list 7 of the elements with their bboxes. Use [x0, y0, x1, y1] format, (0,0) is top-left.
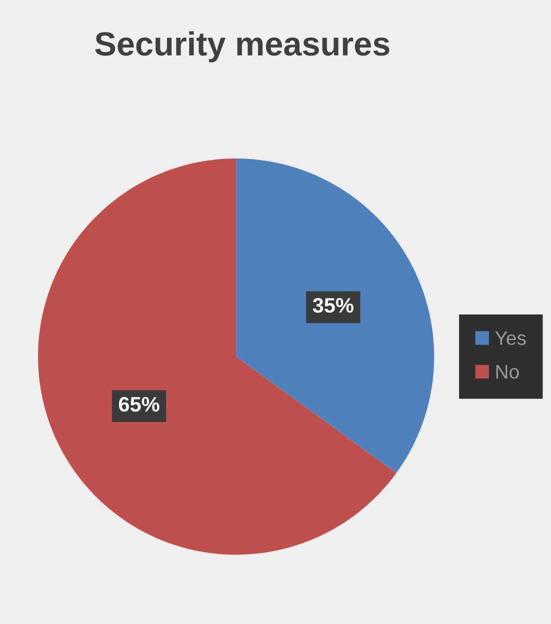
data-label: 65% [118, 396, 160, 412]
pie-slice [38, 158, 396, 555]
pie-slice [236, 158, 434, 474]
chart-title: Security measures [95, 31, 390, 62]
legend-label: Yes [495, 331, 526, 345]
data-label: 35% [312, 298, 354, 313]
legend-label: No [496, 365, 519, 379]
